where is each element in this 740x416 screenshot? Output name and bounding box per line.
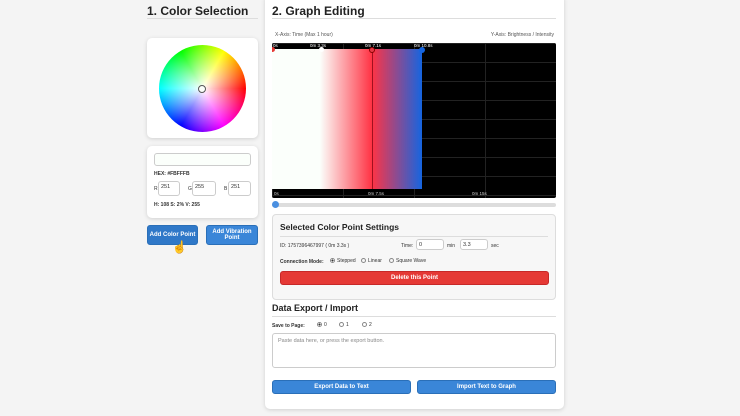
color-point-handle[interactable] — [419, 47, 425, 53]
export-title: Data Export / Import — [272, 303, 359, 313]
delete-point-button[interactable]: Delete this Point — [280, 271, 549, 285]
save-to-page-label: Save to Page: — [272, 323, 305, 329]
color-preview — [154, 153, 251, 166]
color-gradient — [272, 49, 422, 189]
x-axis-label: X-Axis: Time (Max 1 hour) — [275, 32, 333, 38]
divider — [147, 18, 258, 19]
b-label: B — [224, 186, 228, 192]
hex-value: #FBFFFB — [167, 171, 190, 177]
divider — [272, 316, 556, 317]
point-line — [372, 49, 373, 189]
r-label: R — [154, 186, 158, 192]
color-wheel-card — [147, 38, 258, 138]
y-axis-label: Y-Axis: Brightness / Intensity — [490, 32, 554, 38]
minutes-input[interactable]: 0 — [416, 239, 444, 250]
tick-label: 0s — [274, 191, 279, 196]
point-label: 0m 3.3s — [310, 43, 327, 48]
mode-stepped[interactable]: Stepped — [330, 258, 356, 264]
point-label: 0m 10.8s — [414, 43, 433, 48]
graph-canvas[interactable]: 0s 0m 3.3s 0m 7.1s 0m 10.8s 0s 0m 7.5s 0… — [272, 43, 556, 198]
mode-linear[interactable]: Linear — [361, 258, 382, 264]
r-input[interactable]: 251 — [158, 181, 180, 196]
point-label: 0s — [273, 43, 278, 48]
add-color-point-button[interactable]: Add Color Point — [147, 225, 198, 245]
timeline-scrollbar[interactable] — [272, 201, 556, 208]
sec-unit: sec — [491, 243, 499, 249]
settings-title: Selected Color Point Settings — [280, 222, 400, 232]
color-point-handle[interactable] — [272, 47, 275, 52]
g-label: G — [188, 186, 192, 192]
data-textarea[interactable]: Paste data here, or press the export but… — [272, 333, 556, 368]
color-point-handle[interactable] — [369, 47, 375, 53]
page-radio-2[interactable]: 2 — [362, 322, 372, 328]
import-button[interactable]: Import Text to Graph — [417, 380, 556, 394]
min-unit: min — [447, 243, 456, 249]
export-button[interactable]: Export Data to Text — [272, 380, 411, 394]
tick-label: 0m 15s — [472, 191, 487, 196]
b-input[interactable]: 251 — [228, 181, 251, 196]
color-point-handle[interactable] — [319, 47, 324, 52]
point-settings-panel: Selected Color Point Settings ID: 175739… — [272, 214, 556, 300]
seconds-input[interactable]: 3.3 — [460, 239, 488, 250]
color-picker-handle[interactable] — [198, 85, 206, 93]
cursor-hand-icon: ☝ — [172, 240, 187, 254]
scrollbar-thumb[interactable] — [272, 201, 279, 208]
g-input[interactable]: 255 — [192, 181, 216, 196]
connection-mode-label: Connection Mode: — [280, 259, 324, 265]
point-label: 0m 7.1s — [365, 43, 382, 48]
hsv-readout: H: 108 S: 2% V: 255 — [154, 202, 200, 208]
point-id: ID: 1757396467997 ( 0m 3.3s ) — [280, 243, 350, 249]
color-values-card: HEX: #FBFFFB R 251 G 255 B 251 H: 108 S:… — [147, 146, 258, 218]
graph-editing-title: 2. Graph Editing — [272, 4, 365, 18]
divider — [280, 236, 548, 237]
page-radio-0[interactable]: 0 — [317, 322, 327, 328]
color-selection-title: 1. Color Selection — [147, 4, 249, 18]
time-label: Time: — [401, 243, 414, 249]
color-wheel[interactable] — [159, 45, 246, 132]
add-vibration-point-button[interactable]: Add Vibration Point — [206, 225, 258, 245]
tick-label: 0m 7.5s — [368, 191, 385, 196]
mode-square-wave[interactable]: Square Wave — [389, 258, 426, 264]
divider — [272, 18, 556, 19]
hex-label: HEX: — [154, 171, 166, 177]
page-radio-1[interactable]: 1 — [339, 322, 349, 328]
